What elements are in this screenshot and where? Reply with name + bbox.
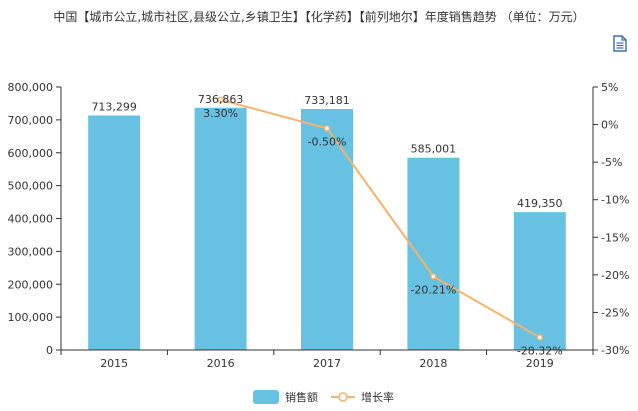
x-tick-label: 2019	[526, 357, 554, 370]
legend-line-label: 增长率	[361, 390, 394, 404]
bar-2016	[194, 107, 247, 350]
y-left-tick-label: 700,000	[8, 114, 54, 127]
y-left-tick-label: 500,000	[8, 180, 54, 193]
bar-value-label: 585,001	[411, 143, 457, 156]
y-right-tick-label: -15%	[601, 231, 629, 244]
bar-value-label: 419,350	[517, 197, 563, 210]
growth-point-2019	[536, 334, 544, 341]
bar-2017	[301, 108, 353, 351]
growth-value-label: 3.30%	[203, 107, 238, 120]
axes: 2015 2016 2017 2018 2019 0 100,000 200,000 300,0…	[8, 81, 630, 370]
y-right-tick-label: -20%	[601, 269, 629, 282]
chart-title: 中国【城市公立,城市社区,县级公立,乡镇卫生】【化学药】【前列地尔】年度销售趋势…	[53, 10, 585, 24]
growth-point-2018	[430, 273, 437, 280]
y-left-tick-label: 400,000	[8, 213, 54, 226]
bar-2018	[407, 157, 460, 350]
legend-bar-swatch	[253, 390, 279, 404]
y-left-tick-label: 100,000	[8, 311, 54, 324]
bar-2019	[513, 212, 566, 350]
y-right-tick-label: -30%	[601, 344, 629, 357]
y-left-tick-label: 800,000	[8, 81, 54, 94]
line-series	[217, 96, 544, 341]
y-left-tick-label: 300,000	[8, 245, 54, 258]
legend-bar-label: 销售额	[285, 390, 318, 404]
bar-series	[88, 107, 566, 351]
y-left-tick-label: 0	[46, 344, 53, 357]
bar-2015	[88, 115, 141, 350]
legend-line-marker	[338, 392, 348, 402]
y-left-tick-label: 600,000	[8, 147, 54, 160]
y-right-tick-label: 0%	[601, 119, 618, 132]
growth-value-label: -20.21%	[410, 283, 456, 296]
y-right-tick-label: -5%	[601, 156, 622, 169]
legend: 销售额 增长率	[253, 390, 394, 404]
growth-point-2017	[323, 125, 331, 132]
growth-line	[220, 98, 541, 339]
x-tick-label: 2016	[207, 357, 235, 370]
x-tick-label: 2017	[313, 357, 341, 370]
y-right-tick-label: -10%	[601, 194, 629, 207]
y-left-tick-label: 200,000	[8, 278, 54, 291]
growth-point-2016	[217, 96, 224, 104]
bar-value-label: 713,299	[91, 101, 137, 114]
x-tick-label: 2018	[419, 357, 447, 370]
y-right-tick-label: -25%	[601, 306, 629, 319]
bar-value-label: 733,181	[304, 94, 350, 107]
bar-value-label: 736,863	[198, 93, 244, 106]
y-right-tick-label: 5%	[601, 81, 618, 94]
growth-value-label: -28.32%	[517, 344, 563, 357]
data-labels: 713,299 736,863 733,181 585,001 419,350 3.30%…	[91, 93, 562, 358]
x-tick-label: 2015	[100, 357, 128, 370]
document-icon[interactable]	[613, 35, 627, 52]
growth-value-label: -0.50%	[308, 135, 347, 148]
